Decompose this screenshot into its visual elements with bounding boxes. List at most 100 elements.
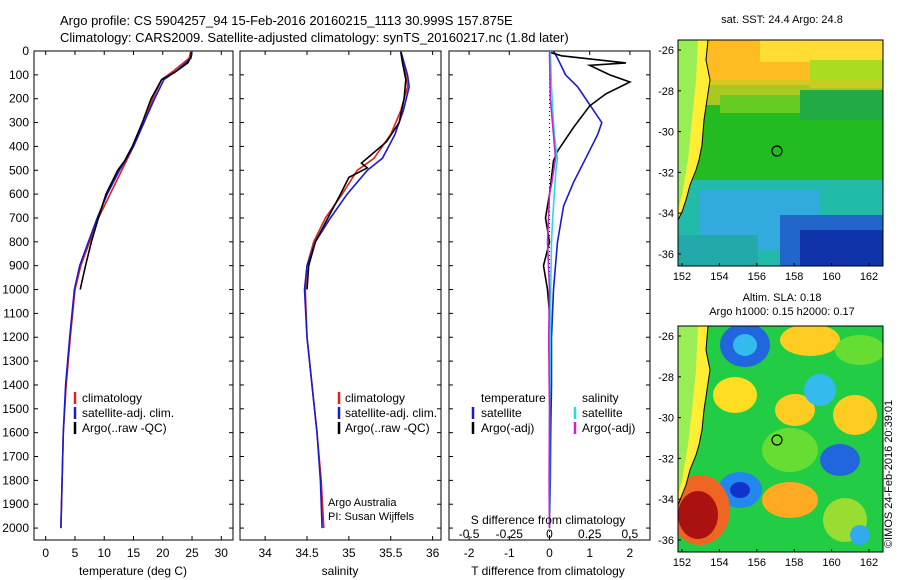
depth-tick-label: 1800 — [2, 473, 29, 487]
map-lon-label: 158 — [785, 557, 803, 569]
x-tick-label: 25 — [185, 546, 199, 560]
salinity-panel-frame — [239, 50, 442, 541]
legend-label: Argo(..raw -QC) — [82, 421, 167, 435]
series-line-salinity-satellite — [548, 50, 559, 529]
sla-map-axes: -26 -28 -30 -32 -34 -36 152 154 156 158 160 162 — [658, 331, 878, 569]
x-tick-label: 0 — [546, 546, 553, 560]
x-tick-label: 2 — [627, 546, 634, 560]
map-lat-label: -36 — [658, 249, 674, 261]
depth-tick-label: 600 — [9, 187, 29, 201]
depth-tick-label: 2000 — [2, 521, 29, 535]
depth-tick-label: 1500 — [2, 402, 29, 416]
s-tick-label: -0.25 — [496, 527, 524, 541]
depth-tick-label: 1900 — [2, 497, 29, 511]
temperature-xlabel: temperature (deg C) — [79, 564, 187, 578]
salinity-legend: climatology satellite-adj. clim. Argo(..… — [337, 391, 437, 435]
difference-xlabel-top: S difference from climatology — [471, 513, 626, 527]
sst-map-frame — [677, 39, 884, 267]
annotation-pi: PI: Susan Wijffels — [328, 511, 414, 523]
depth-tick-label: 100 — [9, 68, 29, 82]
legend-title-salinity: salinity — [582, 391, 619, 405]
legend-label: Argo(..raw -QC) — [345, 421, 430, 435]
map-lat-label: -28 — [658, 86, 674, 98]
map-lat-label: -28 — [658, 372, 674, 384]
imos-timestamp: ©IMOS 24-Feb-2016 20:39:01 — [883, 400, 895, 548]
depth-tick-label: 1600 — [2, 426, 29, 440]
depth-tick-label: 1300 — [2, 354, 29, 368]
temperature-plot: 0 5 10 15 20 25 30 — [34, 50, 233, 560]
x-tick-label: 0 — [42, 546, 49, 560]
series-line-climatology — [304, 50, 409, 529]
legend-label: satellite — [582, 406, 623, 420]
header-line-2: Climatology: CARS2009. Satellite-adjuste… — [60, 30, 569, 45]
map-lon-label: 152 — [673, 557, 691, 569]
x-tick-label: 20 — [156, 546, 170, 560]
sla-float-marker — [771, 434, 783, 446]
s-tick-label: 0 — [546, 527, 553, 541]
x-tick-label: 35 — [342, 546, 356, 560]
x-tick-label: -2 — [464, 546, 475, 560]
legend-title-temperature: temperature — [481, 391, 546, 405]
s-tick-label: 0.25 — [578, 527, 602, 541]
temperature-legend: climatology satellite-adj. clim. Argo(..… — [73, 391, 174, 435]
depth-tick-label: 700 — [9, 211, 29, 225]
map-lon-label: 154 — [710, 271, 728, 283]
salinity-plot: 34 34.5 35 35.5 36 — [240, 50, 441, 560]
depth-tick-label: 200 — [9, 92, 29, 106]
annotation-argo-australia: Argo Australia — [328, 497, 397, 509]
legend-label: climatology — [82, 391, 142, 405]
legend-label: climatology — [345, 391, 405, 405]
map-lat-label: -26 — [658, 45, 674, 57]
series-line-temperature-argo-adj- — [542, 51, 632, 314]
map-lon-label: 154 — [710, 557, 728, 569]
map-lon-label: 162 — [860, 557, 878, 569]
difference-xlabel: T difference from climatology — [471, 564, 625, 578]
depth-tick-label: 1000 — [2, 283, 29, 297]
sla-map-title-2: Argo h1000: 0.15 h2000: 0.17 — [709, 306, 855, 318]
salinity-xlabel: salinity — [322, 564, 359, 578]
x-tick-label: 34.5 — [295, 546, 319, 560]
map-lat-label: -32 — [658, 167, 674, 179]
s-tick-label: 0.5 — [622, 527, 639, 541]
map-lon-label: 156 — [748, 271, 766, 283]
map-lat-label: -34 — [658, 494, 674, 506]
difference-plot: -2 -1 0 1 2 -0.5 -0.25 0 0.25 0.5 — [449, 50, 650, 560]
legend-label: satellite-adj. clim. — [345, 406, 437, 420]
map-lat-label: -34 — [658, 208, 674, 220]
map-lon-label: 156 — [748, 557, 766, 569]
sst-float-marker — [771, 145, 783, 157]
x-tick-label: 1 — [586, 546, 593, 560]
depth-tick-label: 0 — [22, 44, 29, 58]
depth-tick-label: 400 — [9, 139, 29, 153]
map-lon-label: 152 — [673, 271, 691, 283]
depth-tick-label: 300 — [9, 116, 29, 130]
map-lon-label: 160 — [822, 271, 840, 283]
s-tick-label: -0.5 — [459, 527, 480, 541]
legend-label: satellite-adj. clim. — [82, 406, 174, 420]
depth-tick-label: 1700 — [2, 450, 29, 464]
map-lat-label: -32 — [658, 453, 674, 465]
series-line-argo-raw-qc- — [79, 52, 193, 290]
depth-tick-label: 800 — [9, 235, 29, 249]
series-line-salinity-argo-adj- — [546, 52, 557, 529]
series-line-argo-raw-qc- — [306, 52, 407, 290]
header-line-1: Argo profile: CS 5904257_94 15-Feb-2016 … — [60, 13, 513, 28]
sla-map-title-1: Altim. SLA: 0.18 — [743, 292, 822, 304]
temperature-panel-frame — [33, 50, 234, 541]
legend-label: Argo(-adj) — [481, 421, 534, 435]
map-lat-label: -36 — [658, 535, 674, 547]
x-tick-label: -1 — [504, 546, 515, 560]
x-tick-label: 34 — [258, 546, 272, 560]
difference-legend: temperature satellite Argo(-adj) salinit… — [471, 391, 635, 435]
depth-tick-label: 1100 — [3, 306, 29, 320]
depth-tick-label: 500 — [9, 163, 29, 177]
legend-label: satellite — [481, 406, 522, 420]
depth-tick-label: 900 — [9, 259, 29, 273]
map-lat-label: -26 — [658, 331, 674, 343]
sla-map — [678, 326, 883, 552]
depth-axis: 0 100 200 300 400 500 600 700 800 900 1000 1100 1200… — [2, 44, 29, 535]
x-tick-label: 36 — [426, 546, 440, 560]
series-line-satellite-adj-clim- — [303, 50, 411, 529]
x-tick-label: 5 — [72, 546, 79, 560]
